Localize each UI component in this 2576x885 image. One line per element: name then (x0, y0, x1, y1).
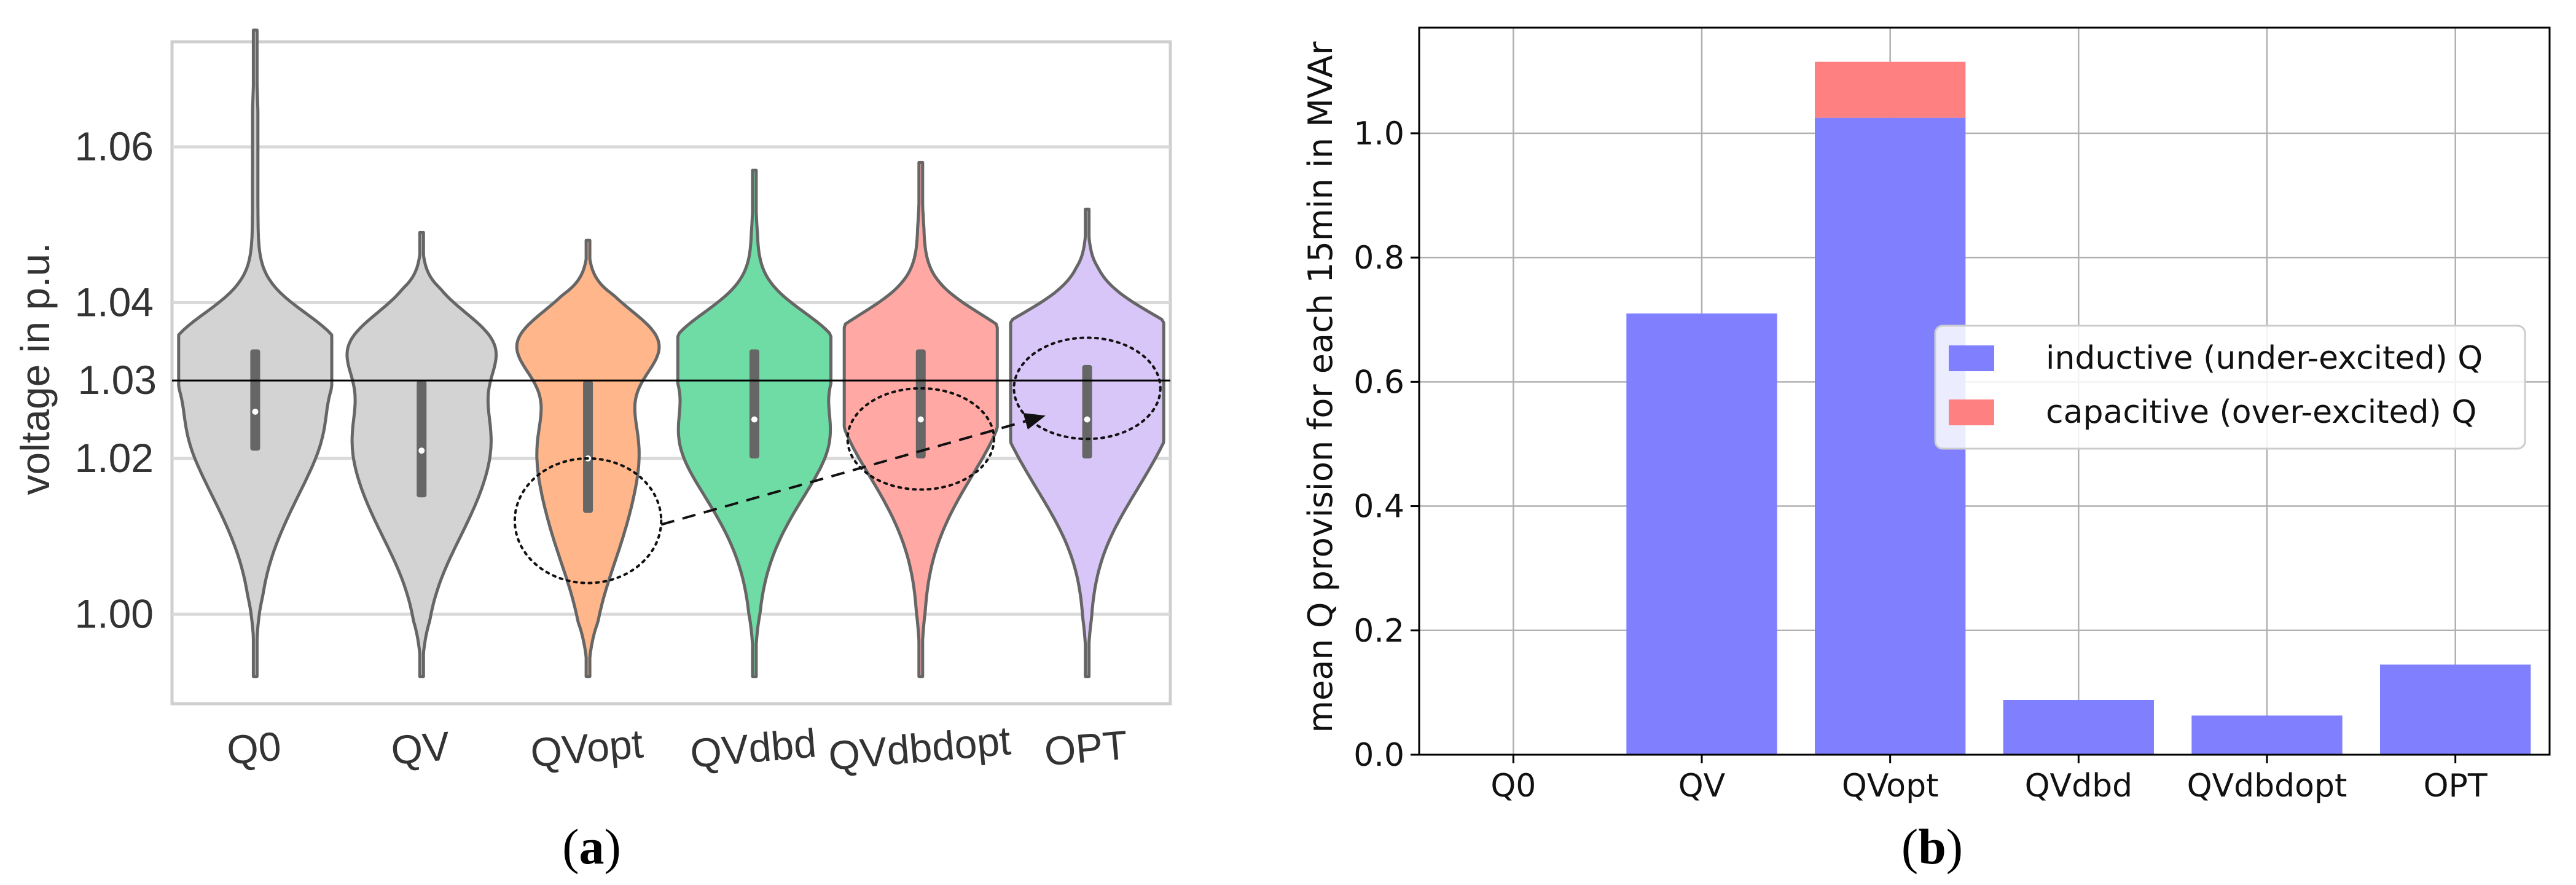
bar-y-tick-label: 0.0 (1353, 737, 1404, 774)
bar-x-tick-label: QVdbd (2025, 768, 2133, 804)
violin-median-point (751, 416, 758, 423)
violin-iqr-box (1082, 364, 1092, 458)
violin-qv (345, 230, 498, 678)
violin-median-point (1084, 416, 1090, 423)
violin-q0 (177, 28, 334, 678)
violin-iqr-box (915, 349, 926, 458)
bar-x-tick-label: QVopt (1842, 768, 1939, 804)
legend: inductive (under-excited) Q capacitive (… (1934, 324, 2526, 450)
violin-x-tick-label: QVdbd (688, 720, 818, 776)
bar-panel: 0.0 0.2 0.4 0.6 0.8 1.0 Q0 QV QVopt QVdbd QVdbdop… (1301, 26, 2551, 875)
violins (177, 28, 1165, 678)
bar-y-tick-label: 0.8 (1353, 240, 1404, 277)
violin-y-tick-label: 1.04 (75, 279, 154, 324)
bar-plot-area (1418, 26, 2551, 756)
violin-y-tick-label: 1.00 (75, 591, 154, 636)
violin-iqr-box (749, 349, 759, 458)
bar-x-tick-label: Q0 (1490, 768, 1536, 804)
violin-median-point (418, 447, 425, 454)
bar-inductive-qvdbd (2003, 700, 2154, 755)
violin-plot-area (170, 40, 1172, 706)
annotation-ellipse-opt (1012, 336, 1162, 441)
bar-y-axis-label: mean Q provision for each 15min in MVAr (1301, 41, 1340, 733)
violin-annotations (513, 336, 1162, 584)
bar-y-tick-label: 0.4 (1353, 489, 1404, 525)
violin-iqr-box (583, 380, 593, 513)
bar-x-tick-labels: Q0 QV QVopt QVdbd QVdbdopt OPT (1490, 755, 2488, 804)
bar-capacitive-qvopt (1815, 61, 1966, 118)
violin-y-tick-labels: 1.00 1.02 1.04 1.06 (75, 124, 154, 636)
annotation-ellipse-qvdbdopt (846, 387, 995, 491)
violin-x-tick-label: QV (390, 723, 452, 773)
bar-y-tick-label: 1.0 (1353, 116, 1404, 152)
legend-label-capacitive: capacitive (over-excited) Q (2046, 394, 2476, 431)
violin-median-point (917, 416, 924, 423)
violin-qvdbdopt (842, 160, 999, 678)
bar-x-tick-label: QV (1678, 768, 1726, 804)
bar-inductive-opt (2380, 664, 2531, 755)
violin-x-tick-label: OPT (1043, 722, 1130, 774)
caption-b-letter: b (1918, 819, 1946, 875)
bar-x-tick-label: OPT (2424, 768, 2488, 804)
reference-line-group: 1.03 (78, 357, 1170, 403)
caption-b: (b) (1901, 819, 1963, 875)
legend-label-inductive: inductive (under-excited) Q (2046, 340, 2483, 377)
violin-iqr-box (417, 380, 427, 498)
bar-inductive-qv (1626, 313, 1777, 755)
violin-median-point (252, 408, 259, 415)
bar-y-tick-label: 0.6 (1353, 364, 1404, 401)
violin-y-tick-label: 1.02 (75, 435, 154, 481)
violin-gridlines (172, 145, 1170, 616)
violin-y-tick-label: 1.06 (75, 124, 154, 169)
legend-swatch-capacitive (1949, 399, 1994, 425)
bar-y-tick-label: 0.2 (1353, 613, 1404, 650)
violin-panel: 1.03 1.00 1.02 1.04 1.06 Q0 QV QVopt QVdbd QVdb… (12, 28, 1172, 875)
caption-a: (a) (562, 819, 621, 875)
caption-a-letter: a (579, 819, 605, 875)
violin-y-axis-label: voltage in p.u. (12, 243, 58, 495)
violin-x-tick-label: QVdbdopt (826, 717, 1012, 779)
bar-x-tick-label: QVdbdopt (2187, 768, 2347, 804)
violin-x-tick-label: QVopt (528, 720, 644, 776)
legend-box (1934, 324, 2526, 450)
bar-inductive-qvdbdopt (2191, 715, 2343, 755)
violin-x-tick-label: Q0 (225, 723, 283, 773)
violin-opt (1009, 207, 1165, 678)
annotation-arrow-line (660, 420, 1026, 526)
legend-swatch-inductive (1949, 345, 1994, 371)
violin-x-tick-labels: Q0 QV QVopt QVdbd QVdbdopt OPT (225, 717, 1129, 779)
violin-iqr-box (250, 349, 260, 451)
annotation-arrow-head (1023, 412, 1046, 430)
reference-line-label: 1.03 (78, 357, 157, 403)
annotation-ellipse-qvopt (513, 457, 663, 584)
bar-y-tick-labels: 0.0 0.2 0.4 0.6 0.8 1.0 (1353, 116, 1419, 774)
